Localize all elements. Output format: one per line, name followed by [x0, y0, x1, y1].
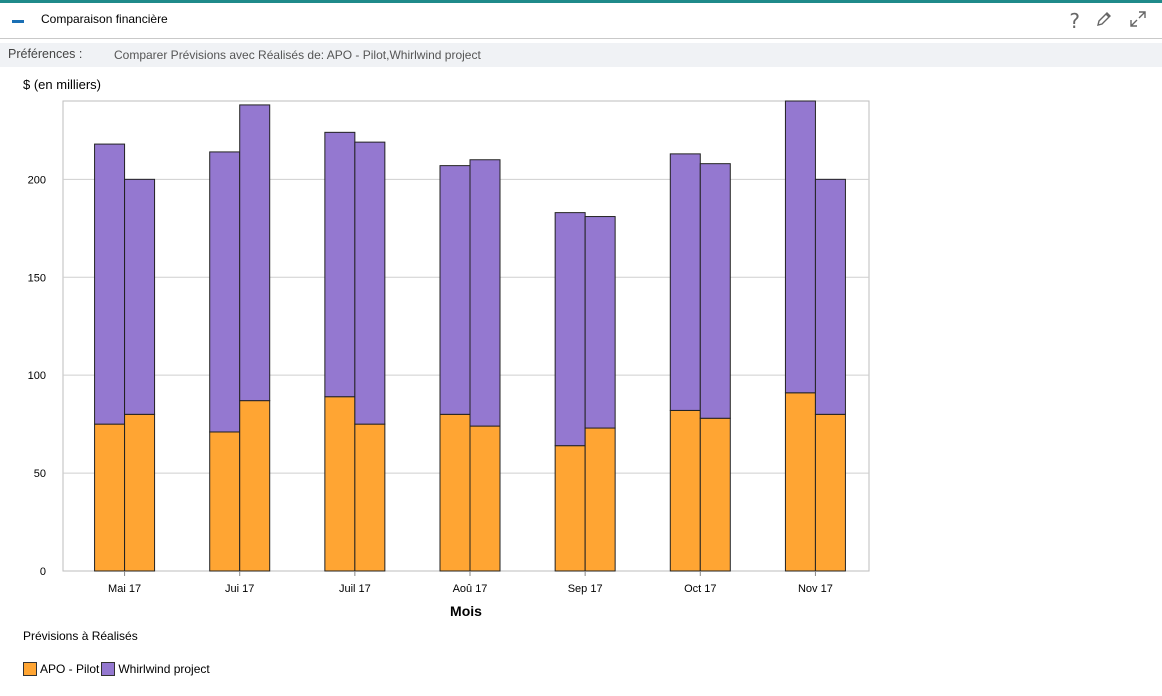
bar-forecast-whirlwind-project	[324, 131, 356, 398]
x-axis-title: Mois	[450, 603, 482, 619]
help-icon[interactable]: ?	[1069, 9, 1080, 33]
bar-actual-whirlwind-project	[699, 163, 731, 419]
x-tick-label: Nov 17	[798, 583, 833, 595]
bar-actual-apo-pilot	[469, 425, 501, 572]
bar-forecast-whirlwind-project	[439, 165, 471, 415]
x-tick-label: Sep 17	[568, 583, 603, 595]
edit-pencil-icon[interactable]	[1094, 9, 1114, 33]
portlet-title: Comparaison financière	[41, 12, 168, 26]
bar-actual-whirlwind-project	[584, 216, 616, 429]
bar-forecast-whirlwind-project	[209, 151, 241, 433]
legend-label: APO - Pilot	[40, 662, 100, 676]
bar-actual-apo-pilot	[699, 417, 731, 572]
y-tick-label: 50	[34, 468, 46, 480]
y-tick-label: 200	[28, 174, 46, 186]
legend-title: Prévisions à Réalisés	[23, 629, 138, 643]
portlet-accent-bar	[0, 0, 1162, 3]
bar-forecast-whirlwind-project	[784, 100, 816, 394]
x-tick-label: Oct 17	[684, 583, 716, 595]
y-tick-label: 0	[40, 566, 46, 578]
x-tick-label: Mai 17	[108, 583, 141, 595]
collapse-icon[interactable]	[12, 20, 24, 23]
bar-forecast-whirlwind-project	[94, 143, 126, 425]
preferences-value: Comparer Prévisions avec Réalisés de: AP…	[114, 48, 481, 62]
bar-forecast-apo-pilot	[209, 431, 241, 572]
bar-actual-apo-pilot	[239, 400, 271, 572]
portlet-header: Comparaison financière ?	[0, 3, 1162, 39]
bar-forecast-whirlwind-project	[554, 212, 586, 447]
legend-swatch	[101, 662, 116, 676]
portlet-toolbar: ?	[1069, 9, 1148, 33]
legend-item-apo-pilot[interactable]: APO - Pilot	[23, 662, 99, 676]
x-tick-label: Juil 17	[339, 583, 371, 595]
bar-actual-apo-pilot	[124, 413, 156, 572]
preferences-label: Préférences :	[8, 47, 83, 61]
preferences-bar: Préférences : Comparer Prévisions avec R…	[0, 43, 1162, 67]
y-axis-label: $ (en milliers)	[23, 77, 102, 92]
expand-icon[interactable]	[1128, 9, 1148, 33]
bar-actual-whirlwind-project	[124, 178, 156, 415]
bar-actual-whirlwind-project	[354, 141, 386, 425]
legend-label: Whirlwind project	[118, 662, 210, 676]
y-tick-label: 150	[28, 272, 46, 284]
legend-item-whirlwind-project[interactable]: Whirlwind project	[101, 662, 210, 676]
bar-forecast-whirlwind-project	[669, 153, 701, 411]
bar-actual-apo-pilot	[814, 413, 846, 572]
bar-forecast-apo-pilot	[669, 409, 701, 572]
bar-actual-whirlwind-project	[814, 178, 846, 415]
bar-forecast-apo-pilot	[784, 392, 816, 572]
bar-forecast-apo-pilot	[94, 423, 126, 572]
bar-actual-apo-pilot	[584, 427, 616, 572]
bar-actual-whirlwind-project	[469, 159, 501, 427]
bar-actual-apo-pilot	[354, 423, 386, 572]
x-tick-label: Aoû 17	[453, 583, 488, 595]
y-tick-label: 100	[28, 370, 46, 382]
legend-swatch	[23, 662, 37, 676]
bar-forecast-apo-pilot	[439, 413, 471, 572]
bar-forecast-apo-pilot	[554, 445, 586, 572]
x-tick-label: Jui 17	[225, 583, 254, 595]
bar-forecast-apo-pilot	[324, 396, 356, 572]
legend: APO - Pilot Whirlwind project	[23, 662, 212, 676]
bar-actual-whirlwind-project	[239, 104, 271, 402]
